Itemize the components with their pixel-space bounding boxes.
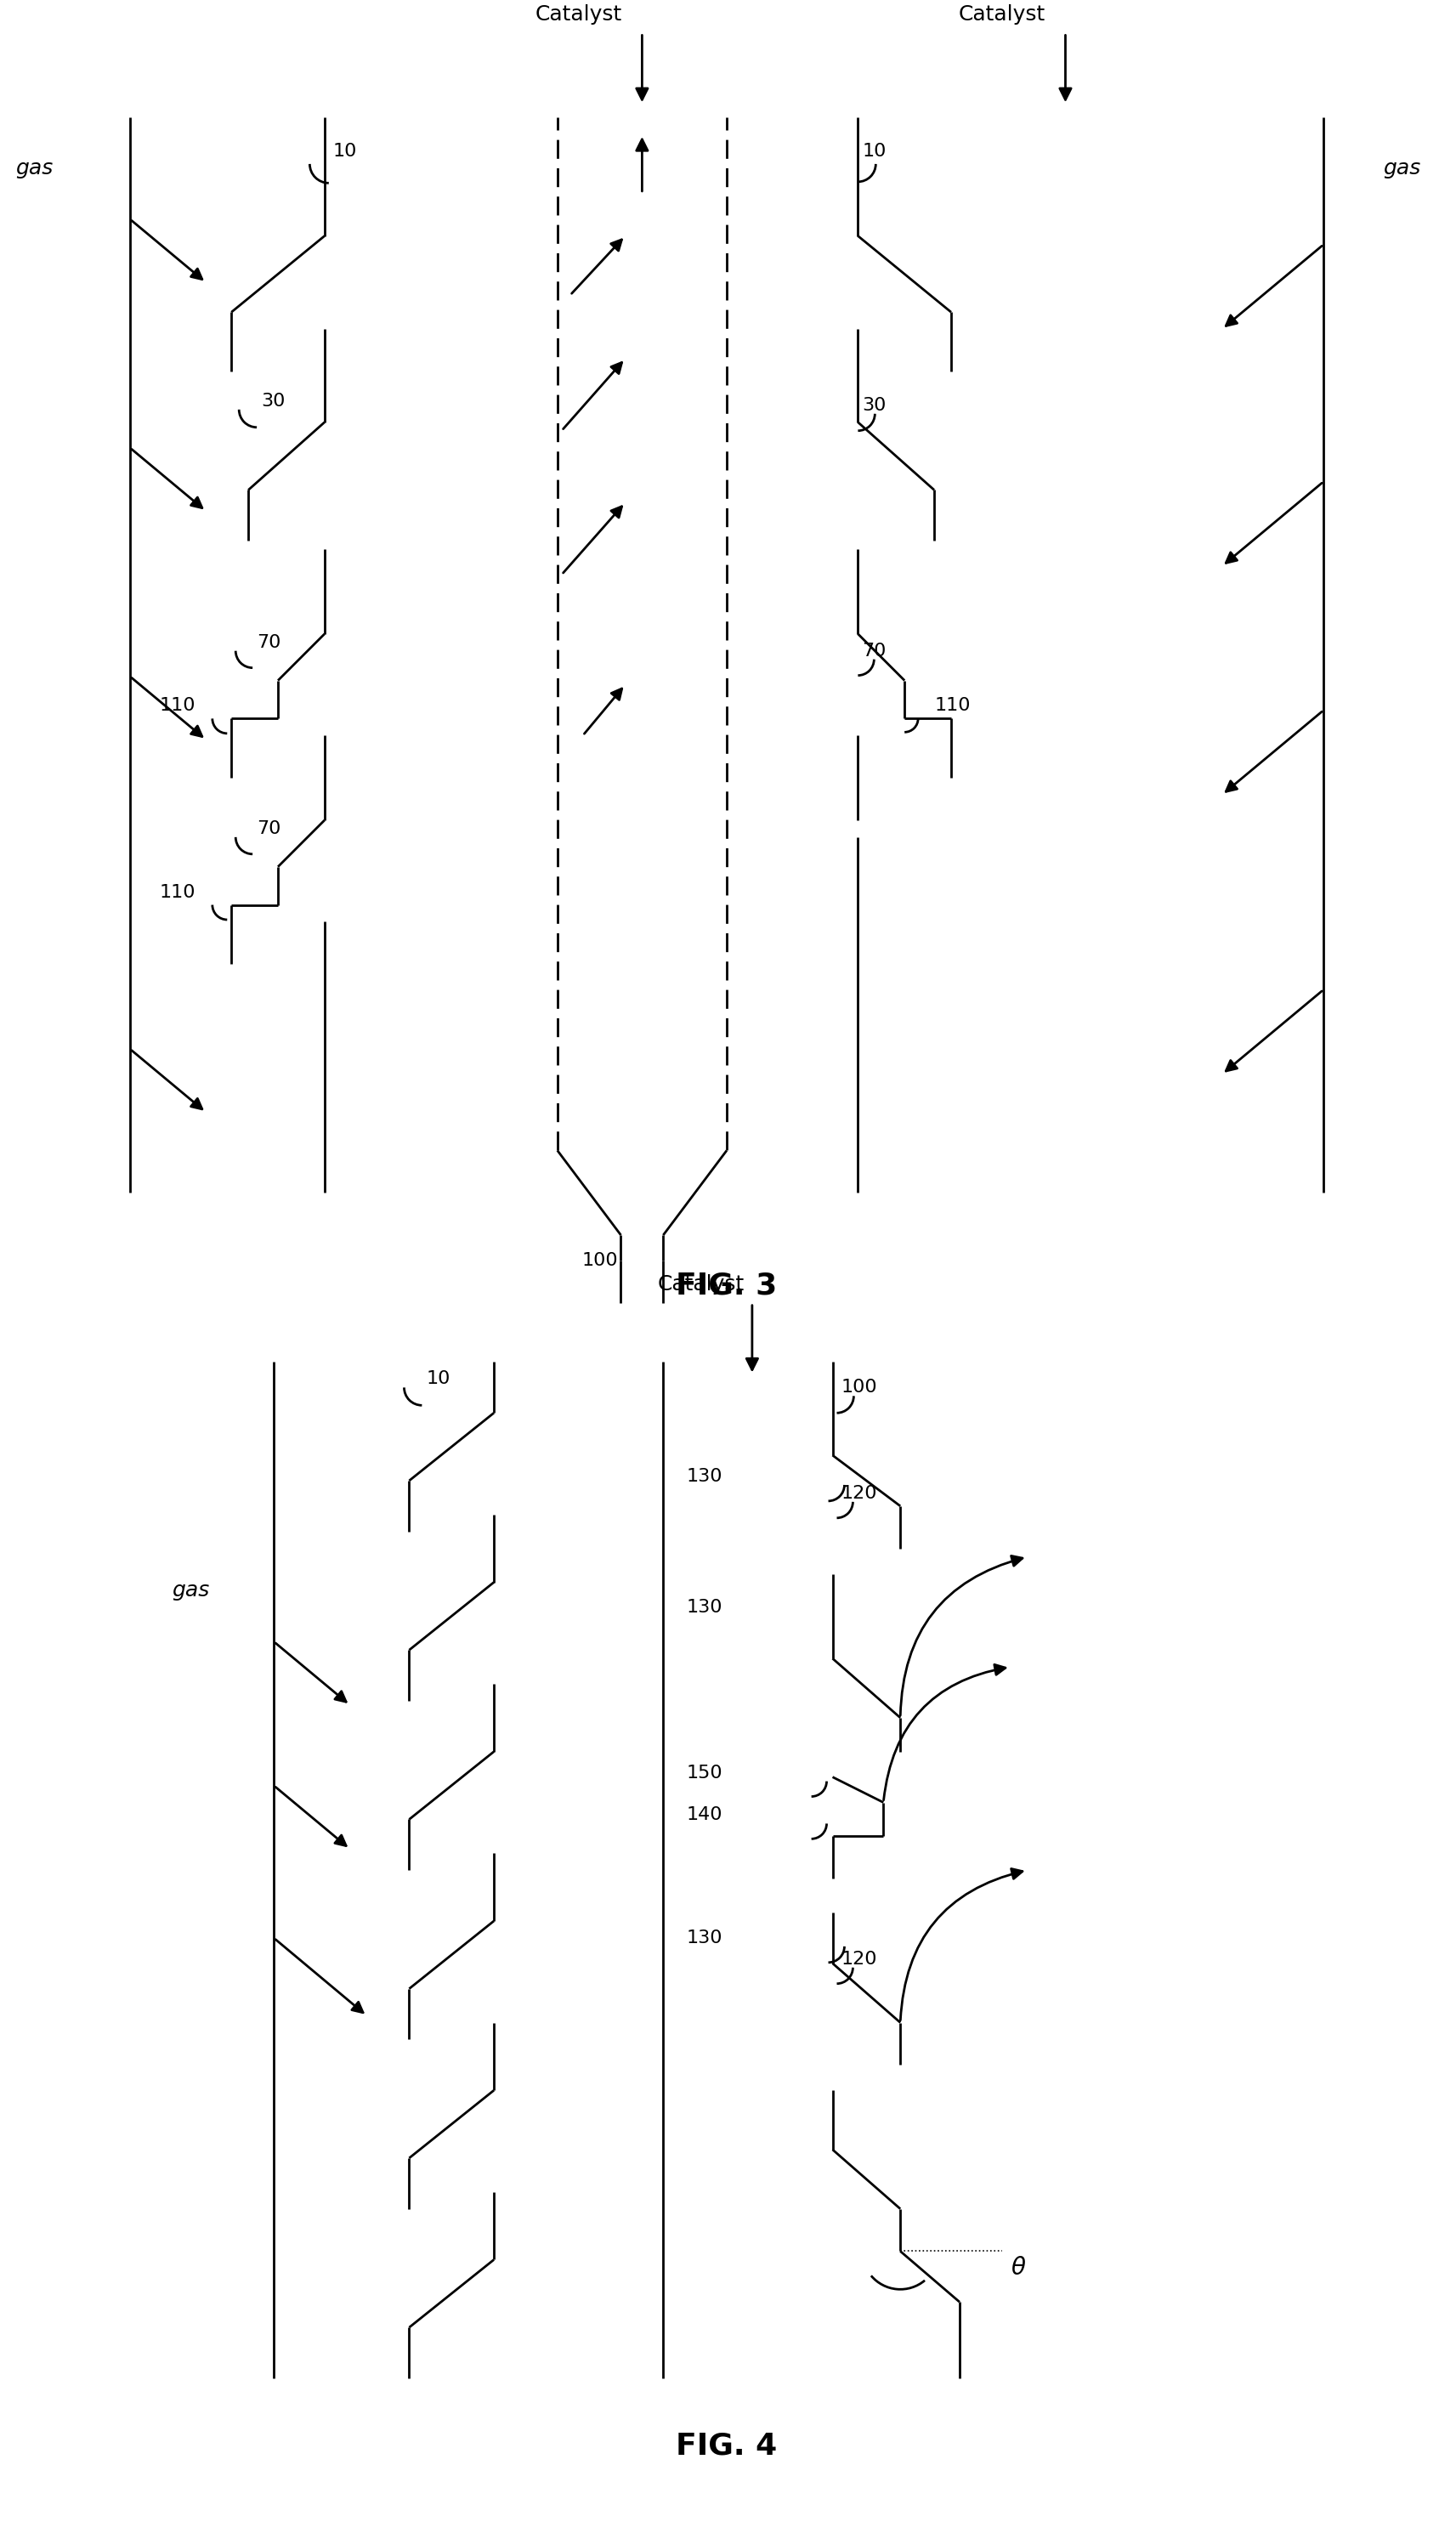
Text: 100: 100	[581, 1251, 617, 1269]
Text: 130: 130	[686, 1930, 722, 1945]
Text: 30: 30	[862, 398, 887, 413]
Text: 120: 120	[842, 1484, 877, 1502]
Text: FIG. 4: FIG. 4	[676, 2432, 778, 2460]
Text: 70: 70	[256, 821, 281, 838]
Text: 130: 130	[686, 1598, 722, 1616]
Text: $\theta$: $\theta$	[1010, 2257, 1026, 2280]
Text: Catalyst: Catalyst	[536, 5, 622, 25]
Text: 10: 10	[333, 142, 357, 160]
Text: 130: 130	[686, 1469, 722, 1484]
Text: 10: 10	[862, 142, 887, 160]
Text: 150: 150	[686, 1766, 722, 1781]
Text: Catalyst: Catalyst	[958, 5, 1045, 25]
Text: 110: 110	[159, 697, 195, 714]
Text: Catalyst: Catalyst	[658, 1274, 745, 1294]
Text: FIG. 3: FIG. 3	[676, 1272, 778, 1299]
Text: gas: gas	[16, 157, 52, 177]
Text: 70: 70	[256, 633, 281, 651]
Text: 100: 100	[842, 1378, 878, 1396]
Text: gas: gas	[1383, 157, 1421, 177]
Text: 110: 110	[935, 697, 970, 714]
Text: 10: 10	[427, 1370, 450, 1388]
Text: 140: 140	[686, 1806, 722, 1824]
Text: 120: 120	[842, 1950, 877, 1968]
Text: 30: 30	[261, 393, 285, 410]
Text: 70: 70	[862, 643, 887, 659]
Text: 110: 110	[159, 884, 195, 902]
Text: gas: gas	[172, 1581, 210, 1601]
